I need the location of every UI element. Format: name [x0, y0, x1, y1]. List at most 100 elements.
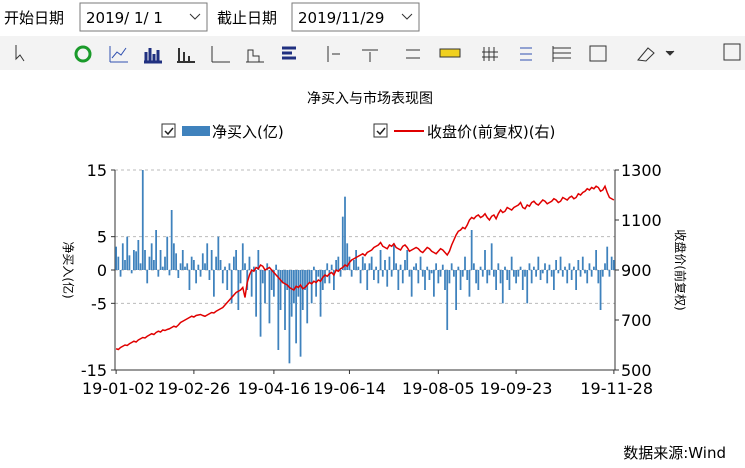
y2-tick-label: 700 [621, 311, 652, 330]
bar [313, 266, 315, 270]
step-tool[interactable] [246, 49, 264, 63]
bar [375, 266, 377, 270]
bar [570, 270, 573, 280]
bar [324, 270, 326, 284]
bar [353, 260, 355, 270]
hbar-tool[interactable] [282, 46, 296, 60]
bar [541, 270, 544, 274]
scatter-tool[interactable] [211, 46, 230, 63]
bar [606, 246, 609, 270]
bar [221, 270, 224, 284]
maximize-tool[interactable] [723, 43, 741, 61]
bar [159, 250, 162, 270]
y-tick-label: 15 [87, 161, 107, 180]
bar [237, 270, 240, 310]
bar [441, 264, 444, 270]
bar [148, 256, 151, 270]
bar [577, 260, 580, 270]
bar [253, 266, 255, 270]
bar [544, 263, 546, 270]
bar [430, 270, 433, 274]
bar [559, 256, 562, 270]
grid-tool[interactable] [482, 47, 498, 61]
start-date-picker[interactable] [79, 2, 208, 32]
bar [239, 270, 242, 284]
bar [219, 260, 222, 270]
bar [468, 270, 471, 297]
column-tool[interactable] [177, 48, 195, 63]
bar [233, 256, 235, 270]
bar [479, 266, 482, 270]
bar [115, 246, 117, 270]
bar [519, 266, 522, 270]
x-tick-label: 19-02-26 [158, 379, 231, 398]
y-tick-label: 0 [97, 261, 107, 280]
bar [453, 270, 455, 277]
bar [599, 270, 602, 310]
bar [553, 270, 555, 290]
bar [241, 243, 244, 270]
dropdown-arrow[interactable] [665, 50, 675, 56]
bar [157, 270, 160, 277]
bar [370, 256, 373, 270]
bar [593, 266, 595, 270]
pointer-tool[interactable] [15, 45, 25, 62]
bar [361, 256, 364, 270]
bar [277, 270, 280, 350]
bar [141, 170, 144, 270]
dropdown-arrow [401, 13, 413, 20]
bar [490, 243, 493, 270]
bar [390, 270, 393, 277]
table-tool[interactable] [552, 46, 571, 62]
bar [579, 270, 582, 277]
bar [568, 263, 571, 270]
bar [170, 210, 173, 270]
bar [317, 270, 320, 277]
label-tool[interactable] [439, 48, 461, 58]
legend-checkbox[interactable] [373, 123, 388, 138]
y-tick-label: 5 [97, 228, 107, 247]
bar [197, 264, 200, 270]
bar [295, 270, 297, 344]
bar [486, 270, 489, 284]
bar [117, 256, 120, 270]
end-date-picker[interactable] [291, 2, 420, 32]
legend-label: 净买入(亿) [212, 123, 284, 141]
bar [575, 270, 577, 290]
legend-tool[interactable] [520, 47, 532, 61]
axis-tool[interactable] [327, 46, 340, 62]
bar [173, 243, 175, 270]
bar [573, 266, 575, 270]
line-tool[interactable] [109, 46, 128, 63]
bar [433, 270, 435, 297]
bar [499, 270, 502, 284]
bar [195, 270, 197, 284]
eraser-tool[interactable] [637, 47, 655, 62]
bar [286, 270, 289, 290]
legend-check [376, 127, 386, 136]
export-tool[interactable] [589, 45, 607, 62]
bar [139, 263, 142, 270]
y-tick-label: -5 [91, 294, 107, 313]
bar [590, 270, 593, 277]
bar [244, 263, 246, 270]
bar [413, 266, 415, 270]
bar [124, 260, 126, 270]
bar [224, 266, 226, 270]
x-tick-label: 19-08-05 [402, 379, 475, 398]
dropdown-arrow [189, 13, 201, 20]
bar [473, 263, 475, 270]
axis2-tool[interactable] [362, 49, 378, 62]
y2-tick-label: 900 [621, 261, 652, 280]
legend-checkbox[interactable] [161, 123, 176, 138]
swap-tool[interactable] [406, 49, 420, 59]
bar [319, 270, 322, 317]
bar [279, 270, 282, 310]
bar [128, 255, 131, 270]
refresh-tool[interactable] [74, 45, 92, 63]
bar [321, 270, 324, 290]
bar-tool[interactable] [144, 48, 162, 64]
bar [208, 270, 211, 280]
bar [586, 270, 589, 284]
bar [190, 256, 193, 270]
